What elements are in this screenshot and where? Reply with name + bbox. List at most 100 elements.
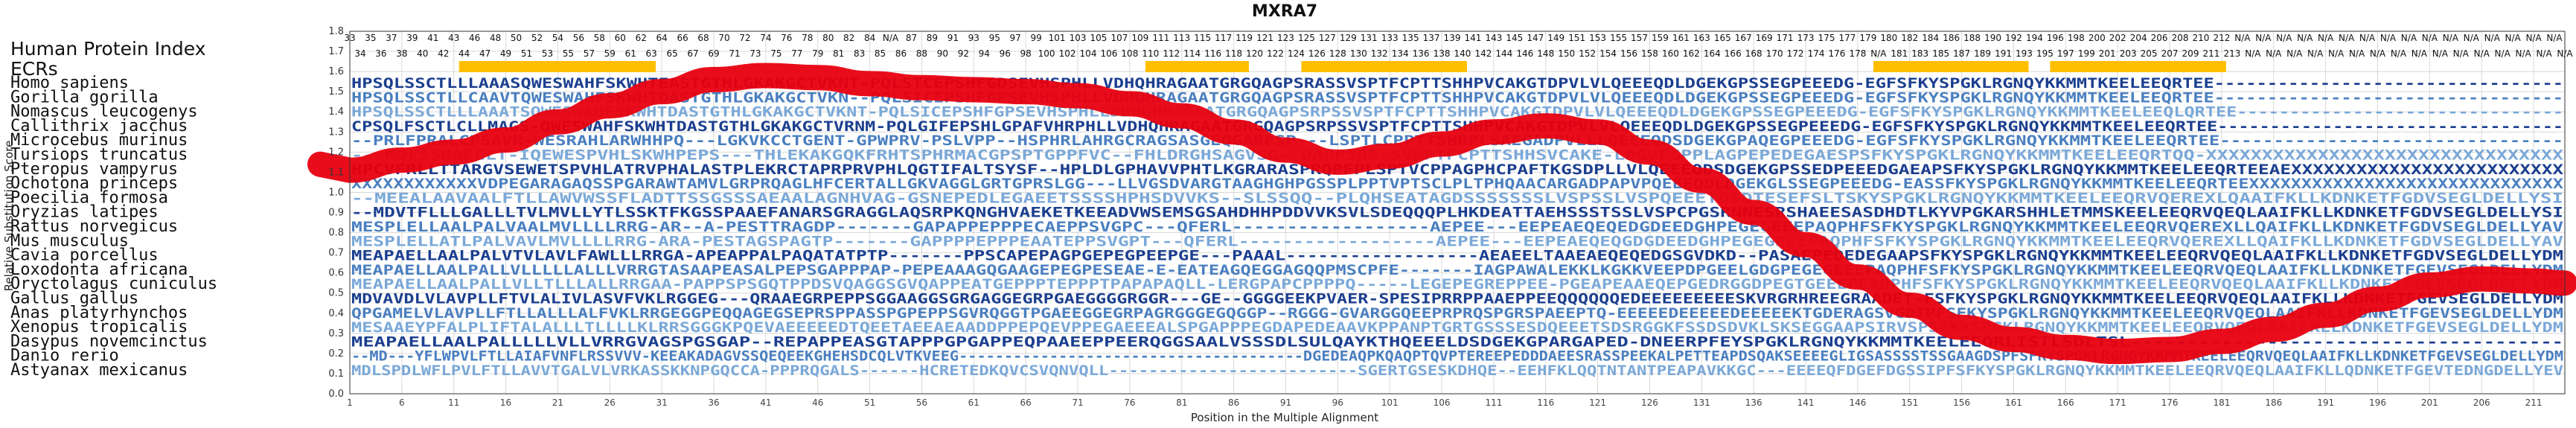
human-index-value: N/A [2525,33,2542,43]
human-index-value: 46 [469,33,480,43]
human-index-value: 158 [1641,48,1658,59]
human-index-value: 57 [584,48,595,59]
human-index-value: 159 [1652,33,1669,43]
human-index-value: 112 [1163,48,1180,59]
species-label: Homo sapiens [10,74,129,92]
human-index-value: 127 [1319,33,1336,43]
y-tick-label: 1.6 [328,66,344,77]
y-tick-label: 1.4 [328,106,344,118]
human-index-value: 88 [916,48,927,59]
ecr-bar [1145,61,1249,72]
ecr-bar [458,61,656,72]
x-tick-label: 16 [500,397,511,408]
human-index-value: 167 [1735,33,1752,43]
human-index-value: 61 [625,48,636,59]
human-index-value: N/A [2515,48,2531,59]
human-index-value: N/A [2380,33,2397,43]
y-tick-label: 1.3 [328,127,344,138]
human-index-value: N/A [1870,48,1887,59]
x-tick-label: 111 [1485,397,1502,408]
species-label: Microcebus murinus [10,131,188,150]
species-label: Pteropus vampyrus [10,160,178,179]
species-label: Dasypus novemcinctus [10,332,208,351]
human-index-value: 36 [375,48,386,59]
score-curve-layer [307,63,2576,365]
sequence-row: QPGAMELVLAVPLLFTLLALLLALFVKLRRGEGGPEQQAG… [351,305,2563,322]
human-index-value: 99 [1031,33,1042,43]
human-index-label: Human Protein Index [10,38,206,60]
x-tick-label: 71 [1072,397,1083,408]
human-index-value: N/A [2339,33,2355,43]
human-index-value: 191 [1995,48,2012,59]
human-index-value: 42 [438,48,449,59]
human-index-value: 170 [1766,48,1783,59]
human-index-value: 100 [1038,48,1055,59]
y-tick-label: 1.8 [328,26,344,37]
species-label: Tursiops truncatus [10,146,188,165]
human-index-value: 75 [770,48,782,59]
human-index-value: 194 [2026,33,2043,43]
sequence-row: --MD---YFLWPVLFTLLAIAFVNFLRSSVVV-KEEAKAD… [351,348,2563,365]
human-index-value: 161 [1672,33,1690,43]
human-index-value: 130 [1350,48,1367,59]
human-index-value: 156 [1620,48,1637,59]
human-index-value: 85 [875,48,886,59]
human-index-value: 160 [1662,48,1679,59]
human-index-value: 73 [750,48,761,59]
ecr-bar [1301,61,1467,72]
human-index-value: 166 [1725,48,1742,59]
human-index-value: 55 [563,48,574,59]
human-index-value: 50 [511,33,522,43]
human-index-value: 199 [2078,48,2095,59]
ecr-bar [2050,61,2226,72]
human-index-value: 175 [1818,33,1835,43]
human-index-value: 187 [1953,48,1970,59]
human-index-value: 63 [646,48,657,59]
human-index-value: 58 [594,33,605,43]
human-index-value: 121 [1256,33,1273,43]
human-index-value: 178 [1849,48,1866,59]
human-index-value: 165 [1714,33,1731,43]
human-index-value: 179 [1859,33,1876,43]
human-index-value: 56 [573,33,584,43]
human-index-value: 185 [1932,48,1949,59]
human-index-value: 114 [1183,48,1201,59]
human-index-value: 60 [615,33,626,43]
x-tick-label: 31 [656,397,668,408]
human-index-value: 196 [2047,33,2064,43]
human-index-value: 211 [2203,48,2220,59]
human-index-value: 109 [1131,33,1148,43]
species-label: Cavia porcellus [10,246,159,265]
y-tick-label: 1.2 [328,147,344,158]
human-index-value: 163 [1693,33,1710,43]
human-index-value: 197 [2057,48,2074,59]
human-index-value: 119 [1236,33,1253,43]
x-tick-label: 161 [2005,397,2022,408]
species-label: Nomascus leucogenys [10,103,198,121]
human-index-value: 136 [1413,48,1430,59]
human-index-value: N/A [2505,33,2522,43]
x-tick-label: 151 [1901,397,1918,408]
ecr-regions [458,61,2226,72]
species-label: Anas platyrhynchos [10,304,188,322]
human-index-value: 38 [396,48,407,59]
human-index-value: 153 [1589,33,1606,43]
human-index-value: 135 [1402,33,1419,43]
human-index-value: 67 [687,48,698,59]
human-index-value: 151 [1568,33,1585,43]
human-index-value: 90 [937,48,948,59]
human-index-value: 103 [1070,33,1087,43]
ecr-bar [1873,61,2029,72]
human-index-value: 77 [791,48,802,59]
y-axis-label: Relative Substitution Score [2,141,16,292]
human-index-value: 116 [1204,48,1221,59]
human-index-value: N/A [2359,33,2376,43]
human-index-value: 101 [1049,33,1066,43]
human-index-value: 133 [1381,33,1399,43]
x-tick-label: 166 [2057,397,2074,408]
human-index-value: 147 [1527,33,1544,43]
human-index-value: 70 [718,33,729,43]
y-tick-label: 0.4 [328,308,344,319]
